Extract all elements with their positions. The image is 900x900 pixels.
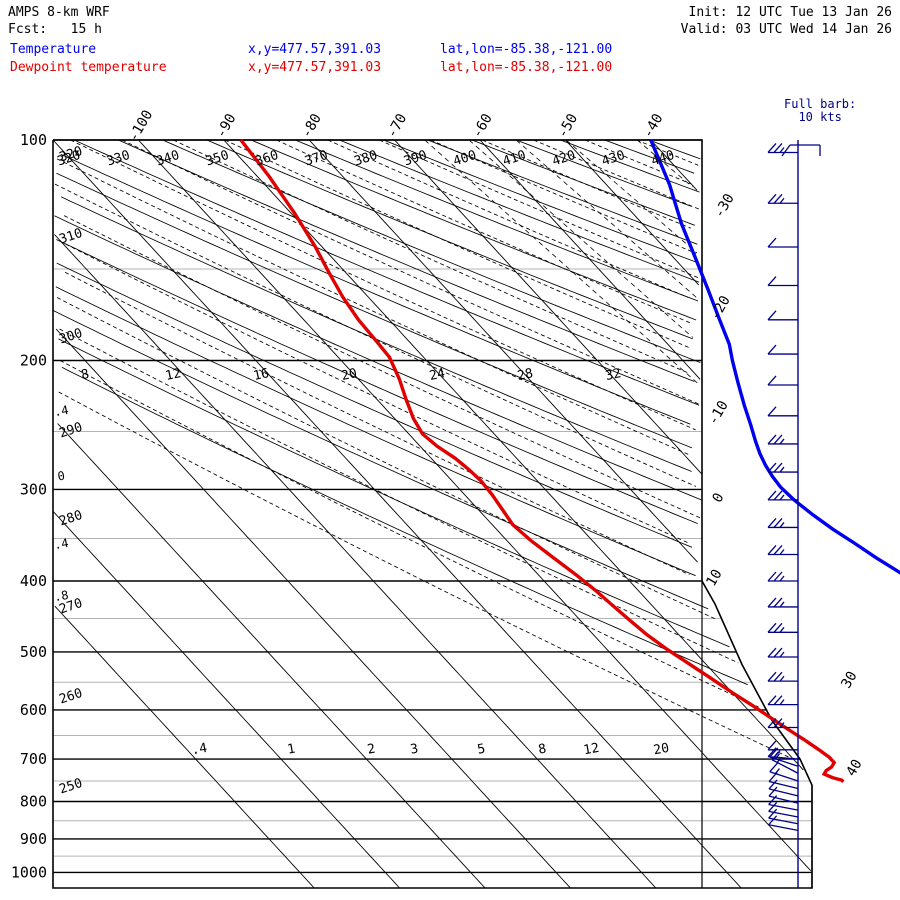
height-200mb-24: 24 [428, 366, 447, 384]
theta-top-400: 400 [451, 148, 478, 170]
theta-left-300: 300 [57, 326, 84, 348]
legend-dewpoint-latlon: lat,lon=-85.38,-121.00 [440, 60, 613, 75]
height-200mb-12: 12 [164, 366, 182, 384]
temp-right-tick-30: 30 [838, 669, 860, 692]
theta-top-440: 440 [649, 148, 676, 170]
mixratio-label-2: 2 [366, 742, 376, 758]
theta-left-280: 280 [57, 508, 84, 530]
temp-right-tick-0: 0 [709, 490, 727, 505]
pressure-tick-700: 700 [20, 750, 47, 768]
pressure-tick-1000: 1000 [11, 863, 47, 881]
theta-left-250: 250 [57, 776, 84, 798]
temp-right-tick-40: 40 [843, 757, 865, 780]
wind-barb-column [767, 140, 821, 888]
mixratio-label-0: .4 [190, 741, 208, 759]
wind-barb-legend: Full barb: 10 kts [784, 98, 856, 124]
height-200mb-8: 8 [80, 367, 91, 383]
height-200mb-16: 16 [252, 366, 270, 384]
pressure-tick-100: 100 [20, 131, 47, 149]
plot-frame [52, 139, 813, 889]
wind-barb-legend-line2: 10 kts [798, 110, 842, 124]
sounding-curves [239, 138, 900, 783]
temp-tick--50: -50 [555, 111, 582, 141]
height-200mb-32: 32 [604, 366, 622, 384]
temp-tick--80: -80 [298, 111, 325, 141]
theta-top-360: 360 [253, 148, 280, 170]
dry-adiabat-lines [53, 139, 748, 686]
isotherm-lines [52, 139, 812, 889]
pressure-tick-500: 500 [20, 643, 47, 661]
legend-temperature-latlon: lat,lon=-85.38,-121.00 [440, 42, 613, 57]
theta-top-320: 320 [55, 148, 82, 170]
temp-right-tick--30: -30 [711, 191, 738, 221]
pressure-tick-400: 400 [20, 572, 47, 590]
theta-top-350: 350 [204, 148, 231, 170]
theta-left-260: 260 [57, 686, 84, 708]
temp-right-tick--10: -10 [705, 398, 732, 428]
height-200mb-20: 20 [340, 366, 358, 384]
theta-top-370: 370 [303, 148, 330, 170]
theta-top-420: 420 [550, 148, 577, 170]
valid-time: Valid: 03 UTC Wed 14 Jan 26 [680, 22, 892, 37]
mixratio-label-6: 12 [582, 741, 600, 758]
forecast-hour: Fcst: 15 h [8, 22, 102, 37]
theta-top-430: 430 [600, 148, 627, 170]
pressure-tick-800: 800 [20, 792, 47, 810]
init-time: Init: 12 UTC Tue 13 Jan 26 [688, 5, 893, 20]
temp-right-tick-10: 10 [703, 567, 725, 590]
mixratio-label-3: 3 [409, 742, 419, 758]
legend-temperature-xy: x,y=477.57,391.03 [248, 42, 382, 57]
pressure-tick-600: 600 [20, 701, 47, 719]
height-200mb-28: 28 [516, 366, 534, 384]
pressure-tick-300: 300 [20, 480, 47, 498]
legend-temperature-label: Temperature [10, 42, 97, 57]
temp-tick--90: -90 [213, 111, 240, 141]
pressure-tick-200: 200 [20, 351, 47, 369]
mixratio-label-4: 5 [476, 742, 486, 758]
moist-adiabat-lines [54, 139, 790, 758]
theta-top-410: 410 [501, 148, 528, 170]
wind-barb-legend-line1: Full barb: [784, 97, 857, 111]
mixratio-left-3: .8 [53, 588, 70, 604]
theta-top-380: 380 [352, 148, 379, 170]
temp-tick--60: -60 [469, 111, 496, 141]
mixratio-left-2: .4 [53, 536, 70, 552]
legend-dewpoint-label: Dewpoint temperature [10, 60, 167, 75]
legend-dewpoint-xy: x,y=477.57,391.03 [248, 60, 382, 75]
model-title: AMPS 8-km WRF [8, 5, 110, 20]
mixratio-left-0: .4 [53, 403, 70, 419]
mixing-ratio-lines [424, 139, 700, 385]
theta-left-290: 290 [57, 420, 84, 442]
temp-tick--40: -40 [640, 111, 667, 141]
mixratio-label-7: 20 [652, 741, 670, 758]
temp-tick--70: -70 [384, 111, 411, 141]
pressure-tick-900: 900 [20, 830, 47, 848]
isobar-lines [53, 139, 812, 874]
mixratio-label-5: 8 [537, 742, 547, 758]
temp-tick--100: -100 [126, 107, 157, 144]
theta-left-310: 310 [57, 226, 84, 248]
theta-top-390: 390 [402, 148, 429, 170]
theta-top-330: 330 [105, 148, 132, 170]
theta-left-270: 270 [57, 596, 84, 618]
mixratio-left-1: 0 [57, 469, 67, 484]
theta-top-340: 340 [154, 148, 181, 170]
mixratio-label-1: 1 [286, 742, 296, 758]
theta-left-320: 320 [57, 144, 84, 166]
